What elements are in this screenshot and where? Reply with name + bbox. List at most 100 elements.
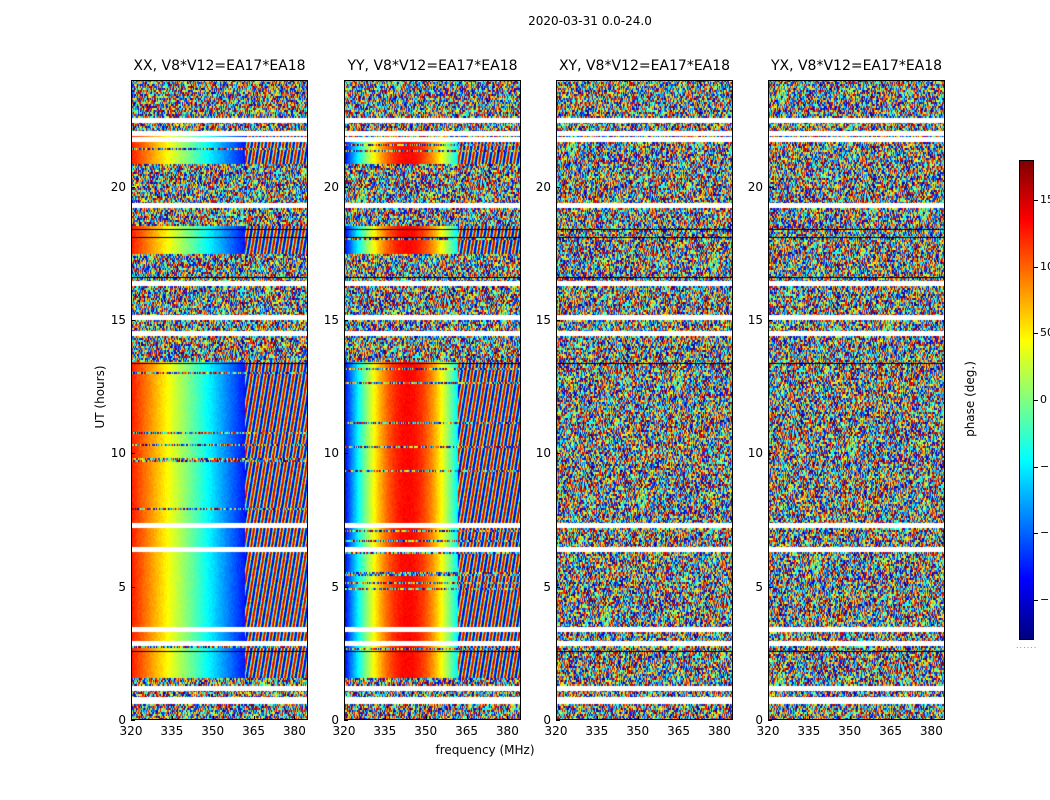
heatmap-canvas (131, 80, 308, 720)
x-tick-label: 335 (797, 724, 821, 738)
y-tick-label: 0 (331, 713, 339, 727)
x-tick (294, 716, 296, 720)
x-tick (596, 716, 598, 720)
y-tick-label: 10 (110, 446, 126, 461)
x-tick-label: 350 (201, 724, 225, 738)
x-tick-label: 365 (879, 724, 902, 738)
x-tick (719, 716, 721, 720)
y-tick-label: 5 (755, 579, 763, 594)
x-tick (212, 716, 214, 720)
y-tick (768, 186, 772, 188)
x-tick (556, 716, 557, 720)
colorbar-tick (1034, 333, 1038, 335)
colorbar-tick-label: 100 (1040, 259, 1050, 273)
x-tick-label: 350 (838, 724, 862, 738)
x-axis-title: frequency (MHz) (435, 743, 535, 757)
colorbar-tick-label: 0 (1040, 393, 1047, 406)
panel-2: XY, V8*V12=EA17*EA18 0 5 10 15 20 320 335 350 365… (536, 58, 733, 738)
colorbar-title: phase (deg.) (963, 361, 977, 437)
panel-0: XX, V8*V12=EA17*EA18 0 5 10 15 20 320 335 350 365… (111, 58, 308, 738)
x-tick-label: 335 (585, 724, 609, 738)
x-tick (171, 716, 173, 720)
heatmap-canvas (768, 80, 945, 720)
y-tick (556, 186, 560, 188)
y-tick (131, 320, 135, 321)
y-tick-label: 10 (323, 446, 339, 461)
x-tick (808, 716, 810, 720)
x-tick-label: 365 (667, 724, 690, 738)
y-tick-label: 10 (747, 446, 763, 461)
y-tick (344, 586, 348, 588)
heatmap-canvas (556, 80, 733, 720)
y-tick (556, 586, 560, 588)
colorbar-tick-label: −150 (1040, 593, 1050, 606)
x-tick (344, 716, 345, 720)
y-tick (131, 186, 135, 188)
x-tick-label: 335 (160, 724, 184, 738)
colorbar-tick-label: 50 (1040, 326, 1050, 340)
x-tick-label: 365 (455, 724, 478, 738)
x-tick (849, 716, 851, 720)
x-tick-label: 380 (919, 724, 943, 738)
panel-1: YY, V8*V12=EA17*EA18 0 5 10 15 20 320 335 350 365… (324, 58, 521, 738)
y-tick-label: 10 (535, 446, 551, 461)
y-tick-label: 20 (747, 179, 763, 194)
colorbar-tick (1034, 466, 1038, 468)
y-tick (768, 586, 772, 588)
y-tick (556, 453, 560, 455)
y-tick (131, 720, 135, 721)
x-tick (768, 716, 769, 720)
y-tick (131, 453, 135, 455)
x-tick (253, 716, 255, 720)
x-tick-label: 320 (756, 724, 780, 738)
colorbar-tick (1034, 533, 1038, 535)
y-tick-label: 5 (543, 579, 551, 594)
x-tick (507, 716, 509, 720)
x-tick-label: 335 (373, 724, 397, 738)
x-tick-label: 380 (495, 724, 519, 738)
y-tick (556, 720, 560, 721)
colorbar-footer: ...... (1016, 641, 1038, 650)
y-tick-label: 15 (110, 313, 126, 327)
panel-title: XY, V8*V12=EA17*EA18 (558, 58, 731, 74)
y-tick-label: 15 (535, 313, 551, 327)
y-tick (768, 720, 772, 721)
x-tick-label: 320 (544, 724, 568, 738)
x-tick (931, 716, 933, 720)
x-tick-label: 350 (414, 724, 438, 738)
x-tick (384, 716, 386, 720)
y-tick-label: 0 (755, 713, 763, 727)
x-tick (890, 716, 892, 720)
y-tick-label: 15 (747, 313, 763, 327)
y-tick (344, 186, 348, 188)
y-tick-label: 0 (118, 713, 126, 727)
x-tick-label: 365 (242, 724, 265, 738)
colorbar-tick (1034, 400, 1038, 401)
x-tick-label: 350 (626, 724, 650, 738)
colorbar-tick-label: −50 (1040, 459, 1050, 473)
colorbar (1019, 160, 1034, 640)
x-tick-label: 320 (332, 724, 356, 738)
y-tick (344, 320, 348, 321)
y-tick-label: 5 (331, 579, 339, 594)
y-tick (768, 320, 772, 321)
x-tick (466, 716, 468, 720)
panel-title: XX, V8*V12=EA17*EA18 (133, 58, 306, 74)
y-tick-label: 20 (110, 179, 126, 194)
y-tick-label: 15 (323, 313, 339, 327)
y-tick (344, 720, 348, 721)
x-tick-label: 380 (707, 724, 731, 738)
panel-title: YY, V8*V12=EA17*EA18 (347, 58, 518, 74)
y-tick-label: 5 (118, 579, 126, 594)
y-tick (131, 586, 135, 588)
suptitle: 2020-03-31 0.0-24.0 (528, 14, 652, 28)
colorbar-tick-label: −100 (1040, 526, 1050, 540)
y-tick-label: 0 (543, 713, 551, 727)
x-tick (678, 716, 680, 720)
y-tick (344, 453, 348, 455)
panel-title: YX, V8*V12=EA17*EA18 (770, 58, 943, 74)
colorbar-tick (1034, 266, 1038, 268)
colorbar-tick-label: 150 (1040, 193, 1050, 206)
x-tick (425, 716, 427, 720)
y-tick-label: 20 (535, 179, 551, 194)
